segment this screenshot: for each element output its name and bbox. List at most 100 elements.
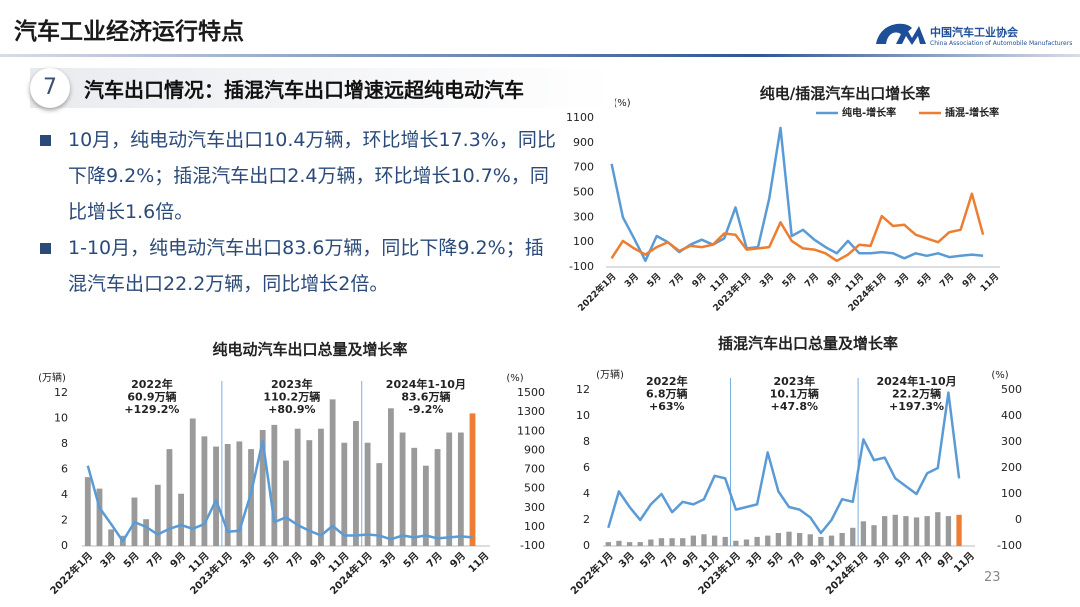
bar <box>248 449 254 546</box>
bar <box>935 512 941 546</box>
x-tick-label: 2022年1月 <box>47 549 95 597</box>
y-tick-label: 500 <box>573 186 594 199</box>
x-tick-label: 3月 <box>378 550 398 570</box>
bar <box>446 432 453 546</box>
y2-tick-label: 900 <box>524 443 545 456</box>
bar <box>178 493 184 546</box>
y-tick-label: 100 <box>573 235 594 248</box>
bar <box>96 488 103 546</box>
y2-tick-label: -100 <box>520 539 545 552</box>
x-tick-label: 9月 <box>690 271 709 290</box>
bar <box>259 429 266 546</box>
y-tick-label: 0 <box>61 539 68 552</box>
chart-title: 插混汽车出口总量及增长率 <box>718 335 898 353</box>
bar <box>457 432 464 546</box>
x-tick-label: 3月 <box>758 271 777 290</box>
bar <box>711 535 718 546</box>
x-tick-label: 5月 <box>638 550 658 570</box>
x-tick-label: 7月 <box>145 550 165 570</box>
bar <box>341 442 348 546</box>
bar <box>903 516 909 546</box>
y-tick-label: 10 <box>576 409 590 422</box>
bar <box>469 413 476 546</box>
y-tick-label: 10 <box>54 412 68 425</box>
x-tick-label: 5月 <box>893 550 913 570</box>
bar <box>882 516 888 546</box>
annotation: 2022年 <box>646 374 688 388</box>
y-tick-label: 700 <box>573 161 594 174</box>
x-tick-label: 11月 <box>952 550 977 575</box>
x-tick-label: 2022年1月 <box>568 549 616 597</box>
y-tick-label: 8 <box>583 435 590 448</box>
bar <box>839 533 845 546</box>
x-tick-label: 7月 <box>938 271 957 290</box>
bar <box>294 428 301 546</box>
annotation: 2024年1-10月 <box>876 374 956 388</box>
annotation: 6.8万辆 <box>646 387 688 401</box>
y-tick-label: 4 <box>61 488 68 501</box>
page-number: 23 <box>984 570 1001 585</box>
x-tick-label: 5月 <box>261 550 281 570</box>
bar <box>807 534 813 546</box>
annotation: 2024年1-10月 <box>386 377 466 391</box>
x-tick-label: 5月 <box>765 550 785 570</box>
y-tick-label: 12 <box>54 386 68 399</box>
x-tick-label: 9月 <box>825 271 844 290</box>
annotation: 110.2万辆 <box>263 390 320 404</box>
y-tick-label: 12 <box>576 383 590 396</box>
x-tick-label: 7月 <box>659 550 679 570</box>
bar <box>648 539 654 546</box>
bar <box>399 432 406 546</box>
bar <box>318 428 324 546</box>
y2-tick-label: 100 <box>524 520 545 533</box>
y-tick-label: 1100 <box>566 111 594 124</box>
bar <box>775 533 782 546</box>
bar <box>108 529 115 546</box>
x-tick-label: 7月 <box>914 550 934 570</box>
y-tick-label: 2 <box>61 514 68 527</box>
y-tick-label: 8 <box>61 437 68 450</box>
bar <box>743 539 750 546</box>
x-tick-label: 3月 <box>98 550 118 570</box>
bar <box>84 477 91 546</box>
y-tick-label: 6 <box>583 461 590 474</box>
bullet-text: 10月，纯电动汽车出口10.4万辆，环比增长17.3%，同比下降9.2%；插混汽… <box>68 129 556 223</box>
bar <box>189 418 196 546</box>
annotation: +129.2% <box>124 403 179 416</box>
chart-title: 纯电/插混汽车出口增长率 <box>760 85 930 103</box>
legend-label: 纯电-增长率 <box>842 106 896 119</box>
x-tick-label: 7月 <box>424 550 444 570</box>
bar <box>626 542 633 546</box>
y2-tick-label: 500 <box>524 482 545 495</box>
annotation: 2023年 <box>271 377 313 391</box>
annotation: +63% <box>649 400 685 413</box>
x-tick-label: 5月 <box>645 271 664 290</box>
line <box>610 126 984 263</box>
bar <box>701 534 707 546</box>
bar <box>892 514 898 546</box>
bar <box>871 525 877 546</box>
x-tick-label: 11月 <box>466 550 491 575</box>
y2-tick-label: 1300 <box>517 405 545 418</box>
bar <box>166 449 173 546</box>
y-tick-label: 4 <box>583 487 590 500</box>
y2-tick-label: 100 <box>1001 487 1022 500</box>
logo-mark <box>896 26 926 45</box>
y2-tick-label: 300 <box>1001 435 1022 448</box>
line <box>610 192 985 263</box>
x-tick-label: 9月 <box>168 550 188 570</box>
annotation: +80.9% <box>268 403 315 416</box>
bar <box>658 538 665 546</box>
bar <box>434 449 441 546</box>
bar <box>913 517 920 546</box>
bar <box>605 542 611 546</box>
y-tick-label: 900 <box>573 136 594 149</box>
bar <box>283 460 289 546</box>
bar <box>722 536 728 546</box>
bar <box>213 446 219 546</box>
annotation: 2023年 <box>774 374 816 388</box>
bar <box>850 527 856 546</box>
y-unit: (万辆) <box>38 371 66 384</box>
annotation: -9.2% <box>408 403 443 416</box>
